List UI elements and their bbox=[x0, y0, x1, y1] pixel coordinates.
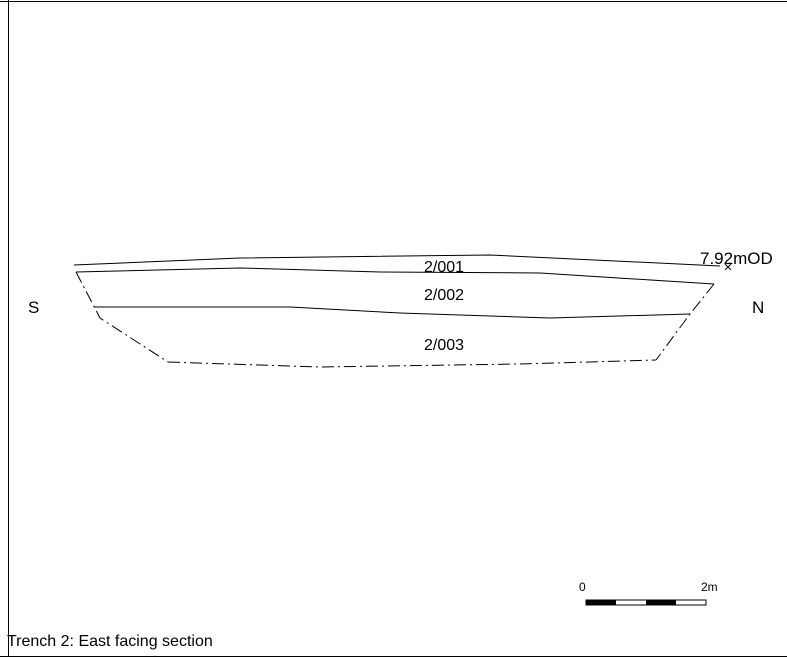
scale-bar-segment-1 bbox=[586, 600, 616, 605]
boundary-2-001-2-002 bbox=[75, 267, 715, 285]
scale-bar: 0 2m bbox=[579, 580, 718, 606]
boundary-2-002-2-003 bbox=[94, 306, 691, 319]
context-label-2-002: 2/002 bbox=[424, 287, 464, 304]
cut-south-side bbox=[75, 271, 169, 363]
scale-end-label: 2m bbox=[701, 580, 718, 594]
south-label: S bbox=[28, 298, 39, 317]
north-label: N bbox=[752, 298, 764, 317]
scale-start-label: 0 bbox=[579, 580, 586, 594]
context-boundaries bbox=[73, 254, 721, 319]
context-label-2-001: 2/001 bbox=[424, 259, 464, 276]
cut-north-side bbox=[655, 283, 715, 361]
cut-base bbox=[167, 359, 657, 368]
context-label-2-003: 2/003 bbox=[424, 337, 464, 354]
datum-label: 7.92mOD bbox=[700, 249, 773, 268]
cut-edges bbox=[75, 271, 715, 368]
scale-bar-segment-3 bbox=[646, 600, 676, 605]
datum-marker bbox=[724, 263, 732, 271]
figure-caption: Trench 2: East facing section bbox=[7, 633, 213, 650]
ground-surface-line bbox=[73, 254, 721, 267]
